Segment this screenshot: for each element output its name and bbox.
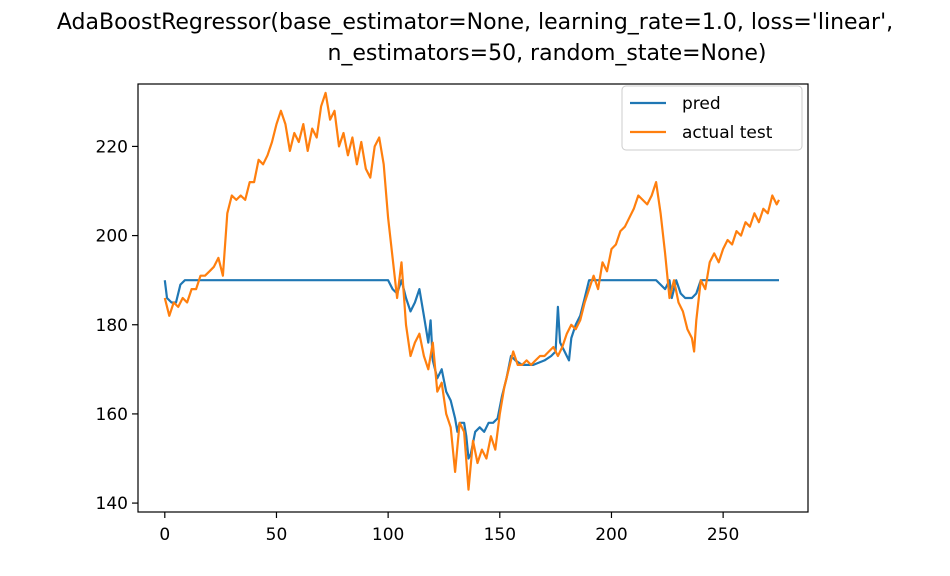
series-line-actual-test <box>163 91 780 491</box>
plot-frame <box>137 83 809 513</box>
x-tick-label: 50 <box>266 525 288 545</box>
legend-label: pred <box>682 94 721 114</box>
x-tick-label: 100 <box>372 525 404 545</box>
x-tick-label: 250 <box>707 525 739 545</box>
legend-label: actual test <box>682 123 773 143</box>
series-line-pred <box>163 279 779 460</box>
axes-border <box>137 83 809 513</box>
axis-ticks: 0 50 100 150 200 250 140 160 180 200 220 <box>96 137 740 545</box>
x-tick-label: 150 <box>484 525 516 545</box>
chart-title-line-1: AdaBoostRegressor(base_estimator=None, l… <box>56 10 894 35</box>
y-tick-label: 140 <box>96 494 128 514</box>
series-lines <box>163 91 780 491</box>
y-tick-label: 160 <box>96 405 128 425</box>
y-tick-label: 200 <box>96 227 128 247</box>
y-tick-label: 220 <box>96 137 128 157</box>
x-tick-label: 200 <box>595 525 627 545</box>
legend: pred actual test <box>621 85 803 151</box>
y-tick-label: 180 <box>96 316 128 336</box>
chart-title-line-2: n_estimators=50, random_state=None) <box>327 41 767 66</box>
legend-box <box>621 85 803 151</box>
x-tick-label: 0 <box>159 525 170 545</box>
